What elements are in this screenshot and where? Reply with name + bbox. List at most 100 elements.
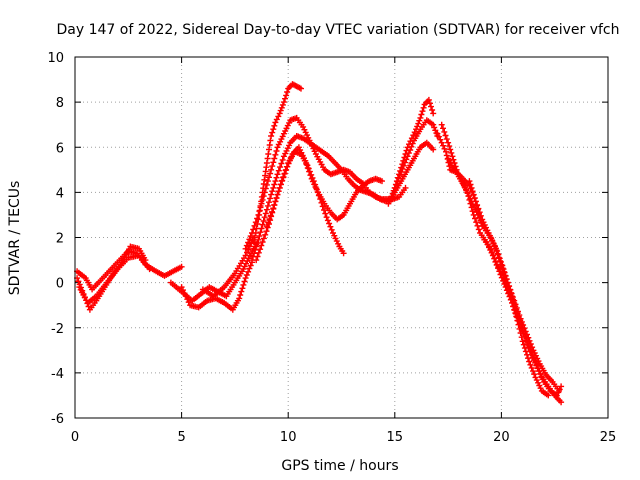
data-point [286, 119, 293, 126]
data-point [255, 211, 262, 218]
data-point [264, 202, 271, 209]
data-point [268, 191, 275, 198]
x-tick-label: 0 [71, 430, 79, 445]
data-point [491, 255, 498, 262]
data-point [495, 254, 502, 261]
data-point [270, 205, 277, 212]
series-track-5 [178, 259, 255, 313]
data-point [270, 126, 277, 133]
data-point [278, 160, 285, 167]
data-point [466, 196, 473, 203]
data-point [268, 166, 275, 173]
data-point [284, 163, 291, 170]
data-point [271, 201, 278, 208]
data-point [431, 124, 438, 131]
data-point [242, 245, 249, 252]
data-point [328, 226, 335, 233]
data-point [321, 207, 327, 213]
data-point [430, 110, 437, 117]
data-point [467, 200, 474, 207]
data-point [236, 295, 243, 302]
data-point [257, 229, 264, 236]
data-point [430, 146, 437, 153]
data-point [440, 125, 446, 132]
data-point [469, 208, 476, 215]
data-point [324, 217, 331, 224]
data-point [430, 121, 437, 128]
data-point [255, 236, 262, 243]
data-point [273, 148, 280, 154]
data-point [402, 159, 408, 166]
tick-labels: 0 5 10 15 20 25 -6 -4 -2 0 2 4 6 8 10 [47, 51, 616, 445]
data-point [518, 334, 525, 341]
data-point [527, 361, 534, 368]
data-point [239, 285, 246, 292]
y-axis-label: SDTVAR / TECUs [7, 181, 23, 296]
data-point [415, 120, 422, 127]
data-point [277, 164, 284, 171]
data-point [251, 222, 258, 229]
data-point [265, 219, 272, 226]
data-point [478, 219, 485, 226]
data-point [503, 283, 510, 289]
data-point [279, 156, 286, 163]
data-point [558, 399, 565, 406]
data-point [520, 341, 527, 348]
data-point [379, 178, 385, 185]
data-point [274, 171, 281, 178]
data-point [306, 168, 313, 175]
data-point [262, 210, 269, 217]
data-point [288, 154, 295, 161]
data-point [467, 185, 474, 192]
data-point [266, 199, 272, 206]
data-point [264, 178, 271, 185]
data-point [442, 132, 449, 139]
data-point [545, 392, 552, 399]
data-point [418, 111, 425, 118]
data-point [283, 92, 290, 99]
data-point [526, 358, 533, 365]
data-point [254, 240, 261, 247]
data-point [510, 303, 517, 310]
data-point [505, 289, 512, 296]
data-point [255, 249, 262, 256]
data-point [506, 293, 513, 300]
data-point [85, 303, 92, 310]
data-point [445, 139, 452, 146]
data-point [283, 166, 290, 173]
data-point [262, 185, 269, 192]
data-point [399, 165, 406, 172]
data-point [260, 218, 267, 224]
data-point [528, 364, 535, 371]
data-point [245, 239, 252, 246]
data-point [322, 210, 329, 217]
data-point [285, 160, 292, 167]
data-point [286, 157, 293, 164]
y-tick-label: 8 [56, 96, 64, 111]
data-point [279, 101, 286, 108]
data-point [474, 206, 481, 213]
data-point [499, 265, 506, 272]
data-point [269, 163, 276, 170]
data-point [526, 337, 533, 344]
data-point [409, 140, 416, 147]
data-point [531, 371, 538, 378]
data-point [446, 163, 453, 170]
data-point [146, 266, 153, 273]
x-axis-label: GPS time / hours [281, 458, 398, 474]
data-point [273, 174, 280, 181]
data-point [427, 100, 433, 107]
data-point [407, 147, 414, 153]
data-point [522, 348, 529, 355]
data-point [525, 355, 531, 362]
data-point [445, 159, 452, 166]
data-point [271, 181, 278, 188]
data-point [443, 152, 450, 159]
data-point [269, 188, 276, 195]
data-point [524, 351, 530, 358]
data-point [250, 226, 257, 233]
data-point [450, 156, 457, 163]
data-point [504, 286, 511, 293]
data-point [274, 191, 281, 198]
